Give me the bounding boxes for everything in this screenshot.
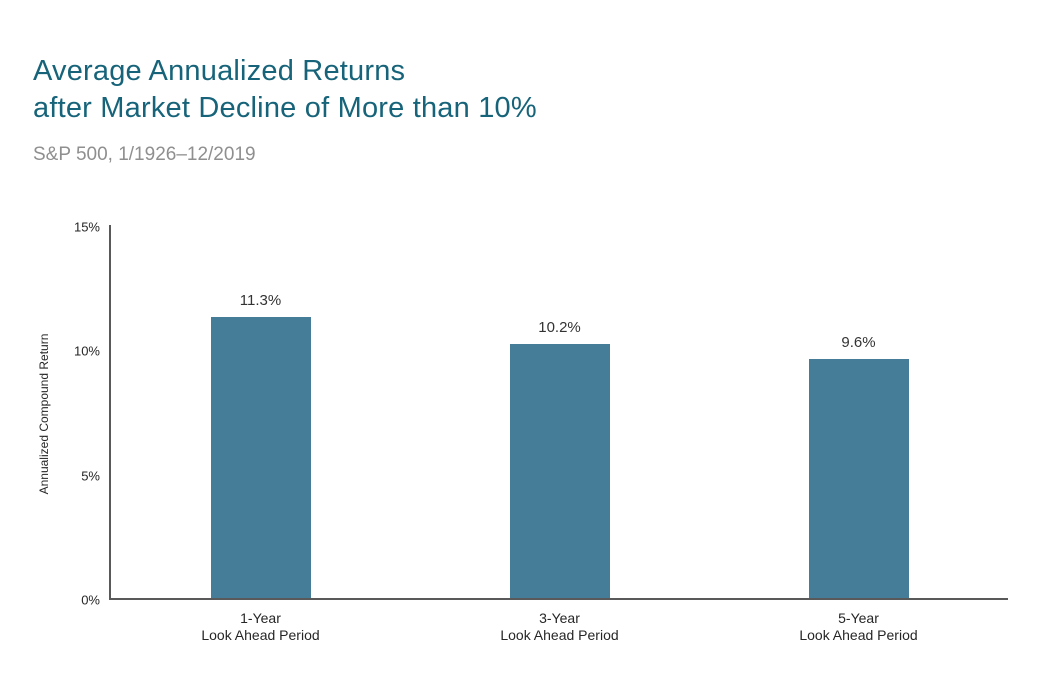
y-tick-label: 15% xyxy=(73,219,100,235)
y-tick-label: 10% xyxy=(73,343,100,359)
x-tick-label: 5-Year Look Ahead Period xyxy=(799,610,917,644)
x-tick-line1: 1-Year xyxy=(240,610,281,626)
chart-subtitle: S&P 500, 1/1926–12/2019 xyxy=(33,144,256,165)
bar-value-label: 10.2% xyxy=(538,319,581,336)
bar-value-label: 11.3% xyxy=(239,292,282,309)
chart-title-line2: after Market Decline of More than 10% xyxy=(33,92,537,124)
y-tick-label: 0% xyxy=(81,592,100,608)
x-tick-label: 1-Year Look Ahead Period xyxy=(201,610,319,644)
chart-title-line1: Average Annualized Returns xyxy=(33,55,406,87)
x-tick-line1: 3-Year xyxy=(539,610,580,626)
x-tick-line2: Look Ahead Period xyxy=(500,627,619,643)
y-tick-label: 5% xyxy=(81,468,100,484)
x-tick-label: 3-Year Look Ahead Period xyxy=(500,610,618,644)
x-tick-line2: Look Ahead Period xyxy=(799,627,918,643)
bar xyxy=(210,317,311,598)
bar xyxy=(808,359,909,598)
y-axis-title: Annualized Compound Return xyxy=(37,333,51,495)
plot-area: 0% 5% 10% 15% 11.3% 1-Year Look Ahead Period 10… xyxy=(74,220,1008,643)
chart-title: Average Annualized Returns after Market … xyxy=(33,53,537,127)
x-tick-line1: 5-Year xyxy=(838,610,879,626)
x-tick-line2: Look Ahead Period xyxy=(201,627,320,643)
bar xyxy=(509,344,610,598)
bar-value-label: 9.6% xyxy=(841,334,876,351)
